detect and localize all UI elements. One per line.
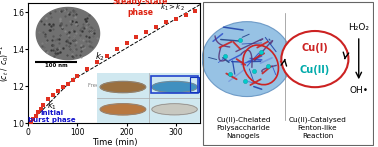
- Point: [33, 115, 39, 117]
- Text: $k_2$: $k_2$: [94, 51, 105, 63]
- Point: [133, 36, 139, 38]
- Text: Free Cu(II): Free Cu(II): [88, 83, 115, 88]
- Point: [28, 120, 34, 123]
- Point: [65, 82, 71, 85]
- Point: [183, 14, 189, 16]
- Text: Cu(II)-Chelated
Polysaccharide
Nanogels: Cu(II)-Chelated Polysaccharide Nanogels: [216, 117, 271, 140]
- Circle shape: [281, 31, 349, 87]
- Point: [60, 86, 66, 88]
- Point: [50, 93, 56, 96]
- Text: Initial
burst phase: Initial burst phase: [28, 110, 76, 123]
- Point: [70, 79, 76, 81]
- Point: [163, 21, 169, 24]
- Point: [84, 68, 90, 70]
- Text: $k_1 > k_2$: $k_1 > k_2$: [160, 2, 185, 13]
- Point: [55, 90, 61, 92]
- Circle shape: [202, 22, 292, 97]
- Point: [40, 104, 46, 106]
- Text: Cu(II): Cu(II): [300, 65, 330, 75]
- Text: H₂O₂: H₂O₂: [348, 23, 369, 32]
- Text: Cu-Nanogel: Cu-Nanogel: [121, 83, 152, 88]
- Y-axis label: $(c_t\ /\ c_0)^{-1}$: $(c_t\ /\ c_0)^{-1}$: [0, 45, 11, 82]
- Text: $k_1$: $k_1$: [47, 100, 57, 112]
- Point: [173, 17, 179, 20]
- X-axis label: Time (min): Time (min): [91, 138, 137, 147]
- Text: Cu(II)-Catalysed
Fenton-like
Reaction: Cu(II)-Catalysed Fenton-like Reaction: [288, 117, 346, 140]
- Point: [35, 111, 41, 113]
- Point: [153, 26, 159, 28]
- Point: [94, 61, 100, 64]
- Text: OH•: OH•: [349, 86, 368, 95]
- Point: [37, 107, 43, 110]
- Text: Steady-state
phase: Steady-state phase: [113, 0, 168, 17]
- Point: [45, 98, 51, 101]
- Point: [143, 31, 149, 33]
- Point: [74, 75, 81, 77]
- Point: [104, 55, 110, 57]
- Point: [124, 42, 130, 44]
- Point: [30, 118, 36, 120]
- Point: [114, 48, 120, 50]
- Point: [192, 10, 198, 12]
- Text: Cu(I): Cu(I): [302, 43, 328, 53]
